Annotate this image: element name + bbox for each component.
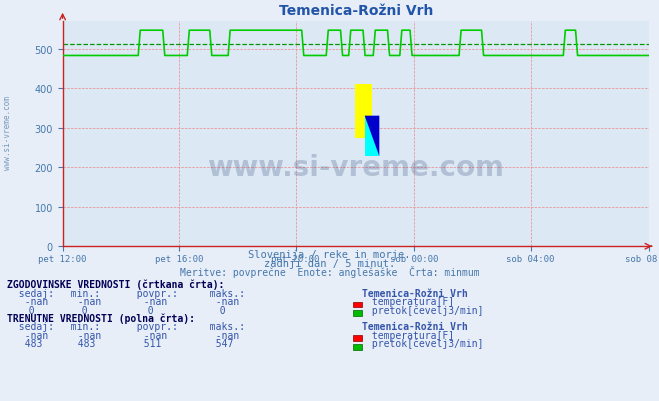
Text: min.:: min.: xyxy=(59,288,100,298)
Text: 511: 511 xyxy=(132,338,161,348)
Text: maks.:: maks.: xyxy=(198,288,244,298)
Text: pretok[čevelj3/min]: pretok[čevelj3/min] xyxy=(366,338,483,348)
Text: www.si-vreme.com: www.si-vreme.com xyxy=(208,154,504,182)
Text: povpr.:: povpr.: xyxy=(125,288,178,298)
Text: sedaj:: sedaj: xyxy=(7,288,53,298)
Text: temperatura[F]: temperatura[F] xyxy=(366,296,454,306)
Text: 0: 0 xyxy=(208,305,226,315)
Text: 483: 483 xyxy=(13,338,43,348)
Bar xyxy=(364,116,380,157)
Text: -nan: -nan xyxy=(66,296,101,306)
Text: sedaj:: sedaj: xyxy=(7,322,53,332)
Polygon shape xyxy=(364,116,380,157)
Bar xyxy=(355,85,372,139)
Text: maks.:: maks.: xyxy=(198,322,244,332)
Text: zadnji dan / 5 minut.: zadnji dan / 5 minut. xyxy=(264,258,395,268)
Text: Temenica-Rožni Vrh: Temenica-Rožni Vrh xyxy=(362,322,468,332)
Text: ZGODOVINSKE VREDNOSTI (črtkana črta):: ZGODOVINSKE VREDNOSTI (črtkana črta): xyxy=(7,279,224,289)
Text: TRENUTNE VREDNOSTI (polna črta):: TRENUTNE VREDNOSTI (polna črta): xyxy=(7,313,194,323)
Text: -nan: -nan xyxy=(132,296,167,306)
Text: Meritve: povprečne  Enote: anglešaške  Črta: minmum: Meritve: povprečne Enote: anglešaške Črt… xyxy=(180,265,479,277)
Text: -nan: -nan xyxy=(132,330,167,340)
Text: 0: 0 xyxy=(70,305,88,315)
Text: -nan: -nan xyxy=(66,330,101,340)
Text: Temenica-Rožni Vrh: Temenica-Rožni Vrh xyxy=(362,288,468,298)
Text: 483: 483 xyxy=(66,338,96,348)
Text: 547: 547 xyxy=(204,338,234,348)
Text: www.si-vreme.com: www.si-vreme.com xyxy=(3,95,13,169)
Text: -nan: -nan xyxy=(13,296,48,306)
Title: Temenica-Rožni Vrh: Temenica-Rožni Vrh xyxy=(279,4,433,18)
Text: min.:: min.: xyxy=(59,322,100,332)
Text: 0: 0 xyxy=(17,305,35,315)
Text: pretok[čevelj3/min]: pretok[čevelj3/min] xyxy=(366,304,483,315)
Text: temperatura[F]: temperatura[F] xyxy=(366,330,454,340)
Text: -nan: -nan xyxy=(204,296,239,306)
Text: -nan: -nan xyxy=(13,330,48,340)
Text: -nan: -nan xyxy=(204,330,239,340)
Text: povpr.:: povpr.: xyxy=(125,322,178,332)
Text: 0: 0 xyxy=(136,305,154,315)
Text: Slovenija / reke in morje.: Slovenija / reke in morje. xyxy=(248,249,411,259)
